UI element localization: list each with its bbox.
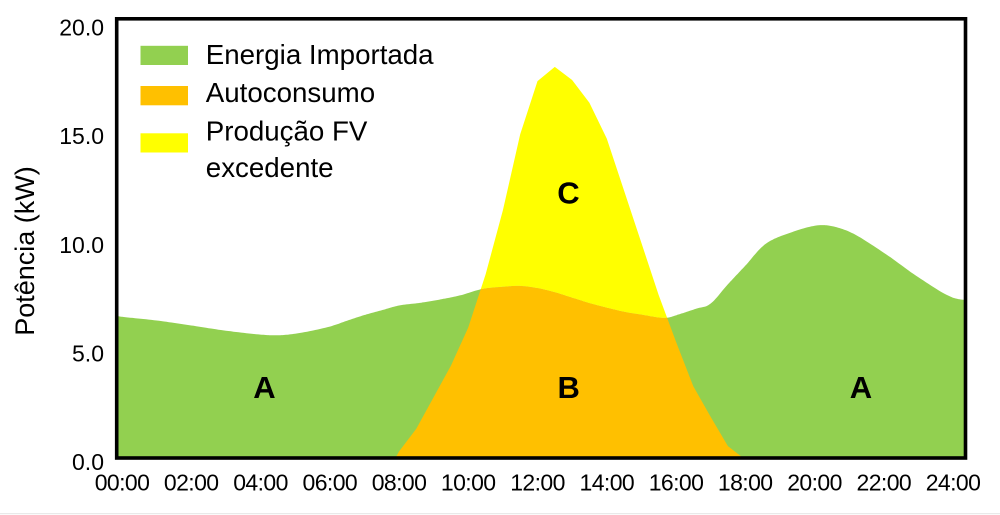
svg-text:C: C xyxy=(557,176,579,211)
svg-text:14:00: 14:00 xyxy=(580,469,635,495)
svg-text:06:00: 06:00 xyxy=(303,469,358,495)
svg-text:5.0: 5.0 xyxy=(72,341,104,367)
svg-text:20.0: 20.0 xyxy=(59,14,104,40)
svg-text:15.0: 15.0 xyxy=(59,123,104,149)
svg-text:16:00: 16:00 xyxy=(649,469,704,495)
svg-text:04:00: 04:00 xyxy=(233,469,288,495)
svg-text:08:00: 08:00 xyxy=(372,469,427,495)
svg-text:18:00: 18:00 xyxy=(718,469,773,495)
svg-text:02:00: 02:00 xyxy=(164,469,219,495)
svg-text:10.0: 10.0 xyxy=(59,232,104,258)
svg-text:12:00: 12:00 xyxy=(510,469,565,495)
svg-text:20:00: 20:00 xyxy=(787,469,842,495)
svg-text:Energia Importada: Energia Importada xyxy=(206,39,434,70)
svg-text:Potência (kW): Potência (kW) xyxy=(10,166,40,336)
svg-text:00:00: 00:00 xyxy=(95,469,150,495)
svg-text:24:00: 24:00 xyxy=(926,469,981,495)
svg-text:A: A xyxy=(850,370,872,405)
svg-text:0.0: 0.0 xyxy=(72,449,104,475)
svg-text:Produção FV: Produção FV xyxy=(206,115,368,146)
svg-text:Autoconsumo: Autoconsumo xyxy=(206,77,375,108)
svg-text:10:00: 10:00 xyxy=(441,469,496,495)
svg-text:B: B xyxy=(558,370,580,405)
svg-text:22:00: 22:00 xyxy=(857,469,912,495)
svg-text:excedente: excedente xyxy=(206,152,334,183)
svg-text:A: A xyxy=(253,370,275,405)
